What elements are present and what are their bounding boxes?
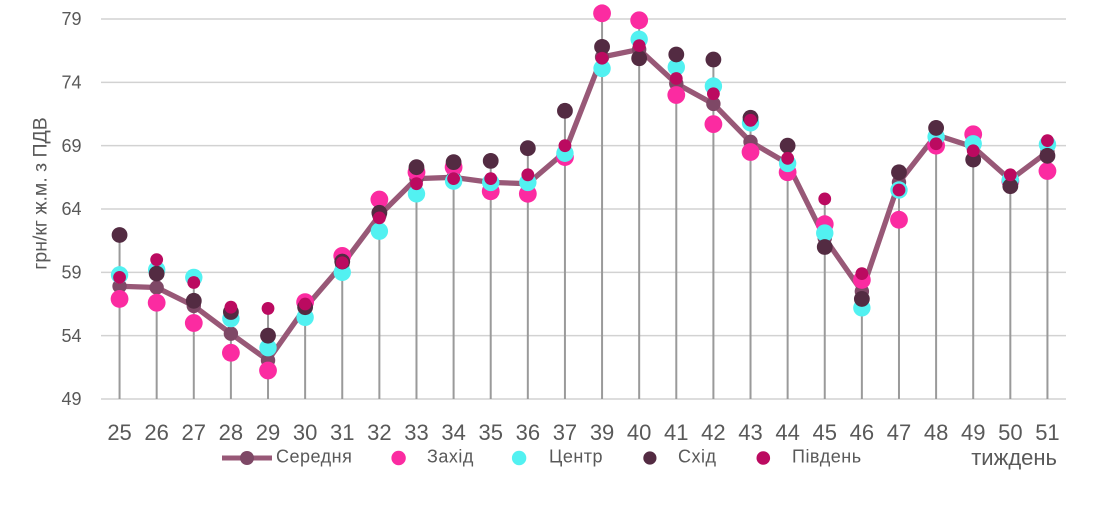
svg-text:44: 44 bbox=[775, 420, 799, 445]
svg-text:26: 26 bbox=[144, 420, 168, 445]
svg-text:79: 79 bbox=[61, 9, 81, 29]
svg-text:Захід: Захід bbox=[427, 446, 474, 466]
svg-text:29: 29 bbox=[256, 420, 280, 445]
svg-text:54: 54 bbox=[61, 326, 81, 346]
svg-text:50: 50 bbox=[998, 420, 1022, 445]
svg-text:25: 25 bbox=[107, 420, 131, 445]
svg-text:Південь: Південь bbox=[792, 446, 862, 466]
svg-text:42: 42 bbox=[701, 420, 725, 445]
svg-text:46: 46 bbox=[850, 420, 874, 445]
svg-text:37: 37 bbox=[553, 420, 577, 445]
svg-text:34: 34 bbox=[441, 420, 465, 445]
svg-text:49: 49 bbox=[961, 420, 985, 445]
svg-text:35: 35 bbox=[478, 420, 502, 445]
svg-text:40: 40 bbox=[627, 420, 651, 445]
svg-text:47: 47 bbox=[887, 420, 911, 445]
svg-text:31: 31 bbox=[330, 420, 354, 445]
svg-text:тиждень: тиждень bbox=[971, 445, 1057, 470]
svg-text:59: 59 bbox=[61, 263, 81, 283]
svg-text:51: 51 bbox=[1035, 420, 1059, 445]
svg-text:30: 30 bbox=[293, 420, 317, 445]
svg-text:43: 43 bbox=[738, 420, 762, 445]
svg-text:27: 27 bbox=[182, 420, 206, 445]
svg-text:49: 49 bbox=[61, 389, 81, 409]
svg-text:Середня: Середня bbox=[276, 446, 352, 466]
svg-text:33: 33 bbox=[404, 420, 428, 445]
svg-text:28: 28 bbox=[219, 420, 243, 445]
svg-text:69: 69 bbox=[61, 136, 81, 156]
svg-text:32: 32 bbox=[367, 420, 391, 445]
svg-text:39: 39 bbox=[590, 420, 614, 445]
svg-text:41: 41 bbox=[664, 420, 688, 445]
svg-text:74: 74 bbox=[61, 73, 81, 93]
svg-text:Схід: Схід bbox=[678, 446, 717, 466]
svg-text:Центр: Центр bbox=[549, 446, 603, 466]
svg-text:48: 48 bbox=[924, 420, 948, 445]
svg-text:45: 45 bbox=[813, 420, 837, 445]
svg-text:36: 36 bbox=[516, 420, 540, 445]
svg-text:грн/кг ж.м. з ПДВ: грн/кг ж.м. з ПДВ bbox=[30, 117, 52, 270]
svg-text:64: 64 bbox=[61, 199, 81, 219]
